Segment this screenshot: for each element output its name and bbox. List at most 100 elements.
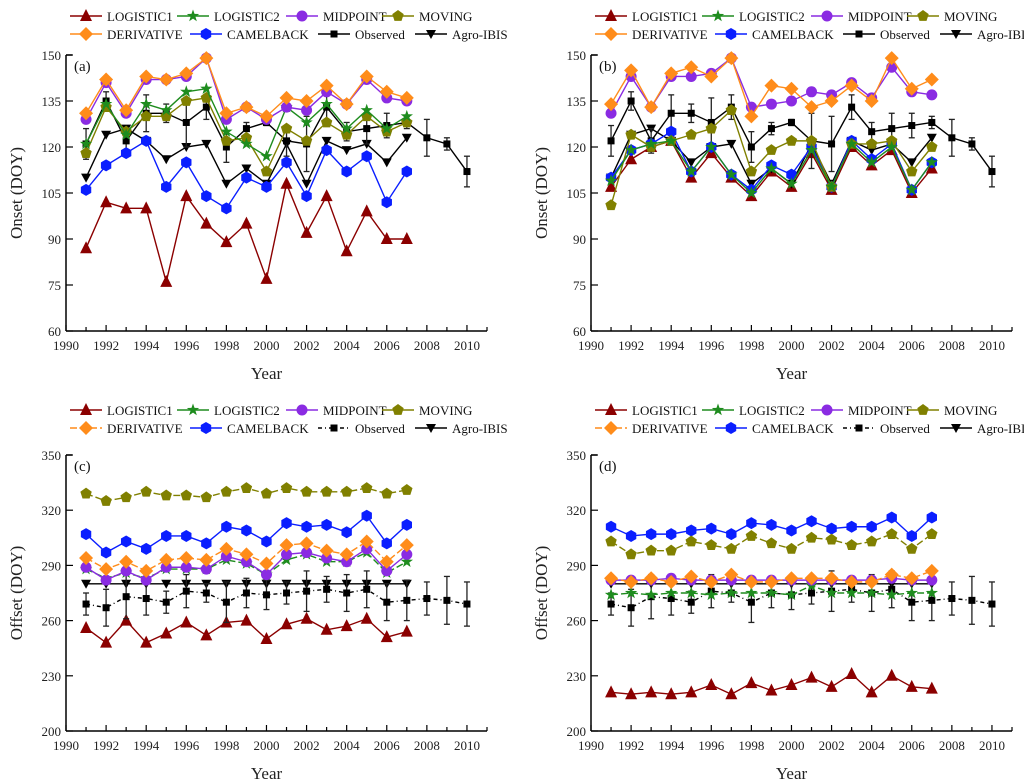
legend-item-logistic1: LOGISTIC1	[595, 9, 698, 24]
legend-item-logistic2: LOGISTIC2	[177, 403, 280, 418]
data-point	[100, 195, 113, 208]
y-tick-label: 350	[42, 448, 62, 463]
data-point	[221, 202, 232, 215]
data-point	[100, 574, 112, 586]
data-point	[687, 598, 695, 606]
data-point	[341, 526, 352, 539]
x-tick-label: 2010	[979, 738, 1005, 753]
data-point	[242, 125, 250, 133]
data-point	[200, 216, 213, 229]
data-point	[260, 632, 273, 644]
legend-marker-square-icon	[330, 30, 338, 38]
panel-label: (d)	[599, 459, 617, 475]
data-point	[219, 541, 234, 556]
series-camelback	[605, 511, 938, 542]
data-point	[864, 94, 879, 108]
data-point	[161, 529, 172, 542]
legend-label: Observed	[355, 27, 405, 42]
legend-item-derivative: DERIVATIVE	[595, 421, 708, 436]
legend-marker-triangle-down-icon	[951, 424, 961, 433]
data-point	[724, 567, 739, 582]
data-point	[379, 554, 394, 569]
data-point	[301, 179, 312, 189]
data-point	[79, 137, 93, 150]
legend-marker-triangle-up-icon	[605, 9, 617, 21]
data-point	[846, 520, 857, 533]
data-point	[400, 624, 413, 637]
legend-item-agroibis: Agro-IBIS	[415, 27, 508, 42]
data-point	[747, 598, 755, 606]
data-point	[299, 536, 314, 551]
data-point	[321, 144, 332, 157]
legend-item-logistic1: LOGISTIC1	[70, 403, 173, 418]
legend: LOGISTIC1 LOGISTIC2 MIDPOINT MOVING DERIVATI…	[70, 403, 508, 436]
legend-item-camelback: CAMELBACK	[190, 27, 309, 42]
x-tick-label: 1992	[93, 338, 119, 353]
data-point	[400, 555, 413, 567]
data-point	[848, 103, 856, 111]
data-point	[884, 51, 899, 66]
legend-marker-diamond-icon	[604, 27, 618, 41]
data-point	[360, 103, 373, 116]
data-point	[886, 528, 898, 539]
data-point	[201, 139, 212, 149]
y-tick-label: 60	[573, 324, 586, 339]
data-point	[685, 586, 698, 599]
legend-label: MIDPOINT	[323, 9, 387, 24]
data-point	[381, 487, 393, 499]
legend-label: MIDPOINT	[848, 9, 912, 24]
data-point	[925, 586, 938, 599]
y-tick-label: 75	[573, 278, 586, 293]
data-point	[804, 571, 819, 586]
x-tick-label: 1992	[93, 738, 119, 753]
data-point	[360, 611, 373, 624]
legend-item-midpoint: MIDPOINT	[286, 9, 387, 24]
data-point	[120, 565, 132, 577]
series-derivative	[79, 534, 414, 578]
legend-item-camelback: CAMELBACK	[715, 421, 834, 436]
data-point	[180, 489, 192, 501]
data-point	[140, 485, 152, 497]
data-point	[443, 596, 451, 604]
data-point	[283, 137, 291, 145]
data-point	[401, 133, 412, 143]
data-point	[102, 604, 110, 612]
data-point	[340, 122, 353, 134]
data-point	[241, 164, 252, 174]
x-tick-label: 2008	[939, 338, 965, 353]
data-point	[764, 574, 779, 589]
data-point	[926, 574, 938, 586]
data-point	[684, 60, 699, 75]
legend-marker-diamond-icon	[79, 27, 93, 41]
legend-label: LOGISTIC2	[214, 403, 280, 418]
data-point	[785, 95, 797, 107]
data-point	[864, 574, 879, 589]
data-point	[726, 528, 737, 541]
legend-item-moving: MOVING	[907, 9, 997, 24]
data-point	[906, 542, 918, 554]
data-point	[904, 571, 919, 586]
data-point	[705, 539, 717, 551]
y-tick-label: 320	[42, 503, 62, 518]
data-point	[684, 569, 699, 584]
data-point	[605, 107, 617, 119]
legend-item-midpoint: MIDPOINT	[811, 9, 912, 24]
data-point	[401, 165, 413, 178]
legend-marker-circle-icon	[296, 10, 308, 22]
data-point	[744, 109, 759, 124]
data-point	[400, 232, 413, 244]
data-point	[605, 685, 618, 698]
data-point	[300, 485, 313, 497]
legend-label: Observed	[880, 421, 930, 436]
data-point	[824, 571, 839, 586]
legend-item-derivative: DERIVATIVE	[70, 421, 183, 436]
legend-item-observed: Observed	[843, 27, 930, 42]
panel-a: 1990 1992 1994 1996 1998 2000 2002 2004 2006 2008…	[7, 9, 508, 383]
data-point	[765, 144, 778, 155]
data-point	[665, 687, 678, 700]
legend-marker-star-icon	[186, 403, 200, 416]
data-point	[80, 147, 92, 158]
data-point	[140, 201, 153, 214]
legend-item-derivative: DERIVATIVE	[70, 27, 183, 42]
data-point	[625, 152, 638, 165]
